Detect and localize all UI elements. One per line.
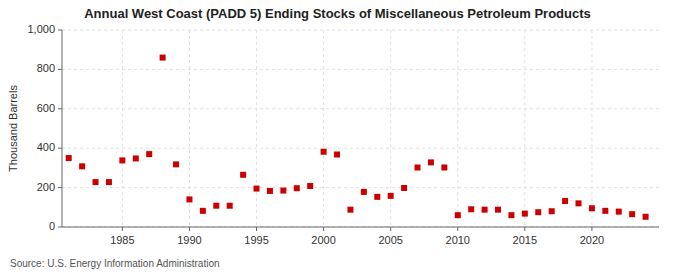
y-tick-label: 1,000 (27, 23, 55, 35)
y-tick (58, 69, 62, 70)
x-tick (323, 227, 324, 231)
points (66, 55, 649, 220)
point (361, 189, 367, 195)
x-grid-line (256, 30, 257, 227)
x-tick-label: 2010 (446, 234, 470, 246)
point (468, 206, 474, 212)
x-grid-line (457, 30, 458, 227)
y-tick (58, 148, 62, 149)
y-axis-line (62, 30, 63, 227)
x-grid-line (591, 30, 592, 227)
point (160, 55, 166, 61)
x-tick (122, 227, 123, 231)
point (549, 208, 555, 214)
point (321, 149, 327, 155)
x-tick-label: 2005 (378, 234, 402, 246)
point (576, 200, 582, 206)
point (173, 161, 179, 167)
point (347, 207, 353, 213)
y-tick-label: 400 (37, 141, 55, 153)
point (629, 211, 635, 217)
point (535, 209, 541, 215)
point (267, 188, 273, 194)
point (415, 165, 421, 171)
y-grid-line (62, 227, 659, 228)
point (374, 194, 380, 200)
point (441, 165, 447, 171)
point (508, 212, 514, 218)
x-grid-line (122, 30, 123, 227)
grid (62, 30, 659, 227)
y-grid-line (62, 187, 659, 188)
y-grid-line (62, 108, 659, 109)
point (66, 155, 72, 161)
x-tick-label: 1995 (244, 234, 268, 246)
point (401, 185, 407, 191)
chart-svg: 0 200 400 600 800 1,000 1985 1990 1995 2000 2005 20… (0, 0, 675, 275)
point (280, 188, 286, 194)
y-tick-label: 0 (49, 220, 55, 232)
point (562, 198, 568, 204)
point (428, 159, 434, 165)
point (643, 214, 649, 220)
chart-container: 0 200 400 600 800 1,000 1985 1990 1995 2000 2005 20… (0, 0, 675, 275)
x-tick-label: 2020 (580, 234, 604, 246)
point (602, 208, 608, 214)
point (495, 207, 501, 213)
point (227, 203, 233, 209)
point (294, 185, 300, 191)
x-tick-label: 2000 (311, 234, 335, 246)
y-tick (58, 108, 62, 109)
point (106, 179, 112, 185)
x-tick (591, 227, 592, 231)
y-tick-label: 800 (37, 62, 55, 74)
axes: 0 200 400 600 800 1,000 1985 1990 1995 2000 2005 20… (27, 23, 659, 246)
point (186, 196, 192, 202)
y-tick (58, 187, 62, 188)
y-axis-label: Thousand Barrels (7, 85, 19, 172)
x-grid-line (323, 30, 324, 227)
y-grid-line (62, 148, 659, 149)
y-grid-line (62, 30, 659, 31)
x-axis-line (62, 227, 659, 228)
y-tick (58, 30, 62, 31)
source-note: Source: U.S. Energy Information Administ… (10, 258, 220, 269)
x-tick (390, 227, 391, 231)
point (616, 209, 622, 215)
point (589, 205, 595, 211)
x-tick (524, 227, 525, 231)
point (388, 193, 394, 199)
x-tick (189, 227, 190, 231)
point (119, 157, 125, 163)
point (482, 207, 488, 213)
y-tick (58, 227, 62, 228)
title: Annual West Coast (PADD 5) Ending Stocks… (84, 6, 591, 21)
point (93, 179, 99, 185)
point (146, 151, 152, 157)
x-tick-label: 2015 (513, 234, 537, 246)
point (133, 155, 139, 161)
x-tick (256, 227, 257, 231)
point (334, 152, 340, 158)
x-grid-line (524, 30, 525, 227)
x-tick-label: 1990 (177, 234, 201, 246)
point (254, 186, 260, 192)
point (79, 163, 85, 169)
x-tick (457, 227, 458, 231)
point (307, 183, 313, 189)
point (455, 212, 461, 218)
y-grid-line (62, 69, 659, 70)
point (522, 211, 528, 217)
point (200, 208, 206, 214)
y-tick-label: 600 (37, 102, 55, 114)
x-tick-label: 1985 (110, 234, 134, 246)
point (240, 172, 246, 178)
y-tick-label: 200 (37, 181, 55, 193)
point (213, 203, 219, 209)
